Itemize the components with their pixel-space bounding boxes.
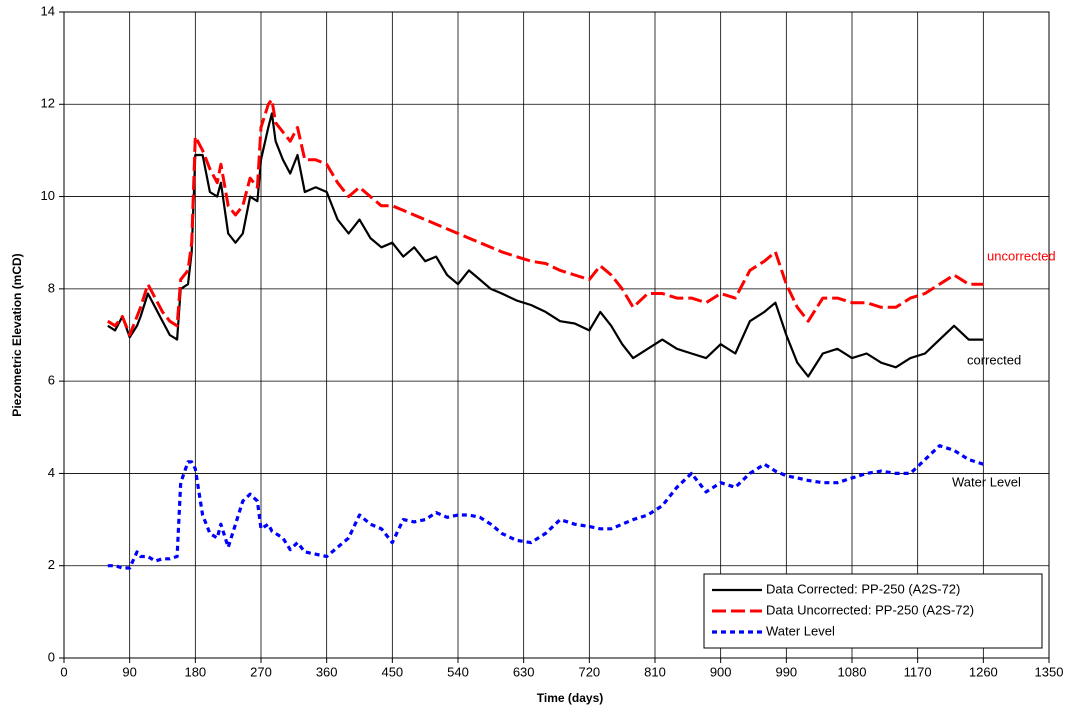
y-tick-label: 12 — [41, 96, 55, 111]
data-line — [107, 112, 984, 378]
y-tick-label: 10 — [41, 188, 55, 203]
x-tick-label: 990 — [775, 664, 797, 679]
annotation: uncorrected — [987, 248, 1056, 263]
x-tick-label: 720 — [578, 664, 600, 679]
legend-label: Data Uncorrected: PP-250 (A2S-72) — [766, 602, 974, 617]
x-tick-label: 90 — [122, 664, 136, 679]
y-tick-label: 8 — [48, 280, 55, 295]
x-tick-label: 810 — [644, 664, 666, 679]
legend: Data Corrected: PP-250 (A2S-72) Data Unco… — [703, 573, 1043, 649]
y-axis-title: Piezometric Elevation (mCD) — [10, 253, 24, 416]
y-tick-label: 14 — [41, 3, 55, 18]
x-axis-title: Time (days) — [537, 691, 603, 705]
y-tick-label: 0 — [48, 649, 55, 664]
x-tick-label: 1260 — [969, 664, 998, 679]
x-tick-label: 630 — [513, 664, 535, 679]
x-tick-label: 0 — [60, 664, 67, 679]
x-tick-label: 270 — [250, 664, 272, 679]
x-tick-label: 1080 — [838, 664, 867, 679]
plot-area — [63, 11, 1050, 659]
y-tick-label: 6 — [48, 373, 55, 388]
annotation: corrected — [967, 352, 1021, 367]
x-tick-label: 1350 — [1035, 664, 1064, 679]
x-tick-label: 540 — [447, 664, 469, 679]
y-tick-label: 2 — [48, 557, 55, 572]
data-line — [107, 444, 984, 570]
x-tick-label: 900 — [710, 664, 732, 679]
x-tick-label: 360 — [316, 664, 338, 679]
x-tick-label: 180 — [184, 664, 206, 679]
legend-label: Data Corrected: PP-250 (A2S-72) — [766, 581, 960, 596]
legend-label: Water Level — [766, 623, 835, 638]
y-tick-label: 4 — [48, 465, 55, 480]
annotation: Water Level — [952, 474, 1021, 489]
x-tick-label: 450 — [381, 664, 403, 679]
x-tick-label: 1170 — [904, 664, 932, 679]
